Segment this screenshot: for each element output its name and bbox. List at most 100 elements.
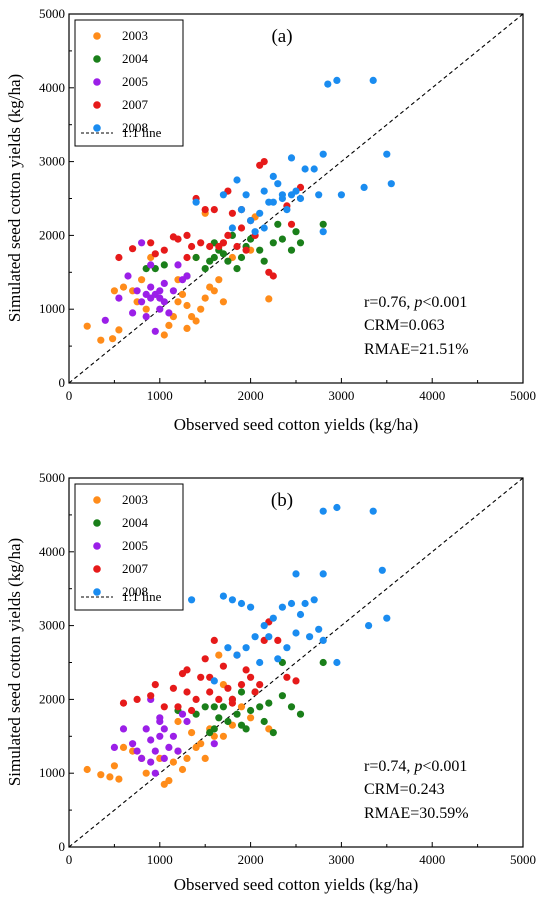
data-point-2007 [219,662,227,670]
data-point-2008 [233,651,241,659]
data-point-2003 [110,287,118,295]
data-point-2003 [106,773,114,781]
legend-label-2004: 2004 [122,515,149,530]
data-point-2007 [269,272,277,280]
legend-marker-2004 [93,55,101,63]
data-point-2007 [197,239,205,247]
data-point-2004 [233,710,241,718]
x-tick-label: 0 [66,852,73,867]
data-point-2008 [260,187,268,195]
data-point-2008 [260,622,268,630]
data-point-2004 [201,265,209,273]
data-point-2008 [315,191,323,199]
legend-marker-2008 [93,588,101,596]
data-point-2007 [242,666,250,674]
data-point-2004 [296,239,305,247]
data-point-2003 [174,717,182,726]
x-tick-label: 2000 [238,388,264,403]
x-tick-label: 2000 [238,852,264,867]
data-point-2007 [256,681,264,689]
data-point-2008 [278,191,286,199]
y-tick-label: 3000 [39,618,65,633]
data-point-2008 [237,599,246,608]
data-point-2004 [201,703,209,711]
data-point-2005 [129,740,137,748]
data-point-2007 [251,688,259,696]
data-point-2003 [201,754,209,762]
data-point-2008 [296,194,305,203]
data-point-2003 [115,775,123,783]
data-point-2008 [260,224,268,232]
data-point-2005 [110,743,118,751]
x-tick-label: 0 [66,388,73,403]
y-tick-label: 1000 [39,765,65,780]
data-point-2008 [306,633,314,641]
data-point-2007 [224,231,232,239]
data-point-2004 [274,220,282,228]
data-points [83,76,395,344]
data-point-2008 [274,655,282,663]
data-point-2003 [265,295,273,303]
data-point-2007 [197,673,205,681]
legend-line-label: 1:1 line [122,125,162,140]
data-point-2004 [242,725,250,733]
data-point-2008 [283,206,291,214]
data-point-2008 [319,150,327,158]
data-point-2004 [210,725,218,733]
y-tick-label: 1000 [39,301,65,316]
x-axis-title: Observed seed cotton yields (kg/ha) [174,875,419,894]
data-point-2003 [138,276,146,284]
data-point-2004 [265,699,273,707]
data-point-2008 [292,629,300,637]
data-point-2005 [133,747,141,755]
data-point-2005 [133,287,141,295]
data-point-2003 [183,324,191,332]
data-point-2007 [292,677,300,685]
data-point-2007 [119,699,128,707]
data-point-2005 [169,732,177,740]
plot-area: 0 1000 2000 3000 4000 5000 0 1000 2000 3000 4000 5… [39,470,536,867]
data-point-2008 [319,507,327,515]
data-point-2008 [387,180,395,188]
data-point-2003 [110,762,118,770]
data-point-2008 [228,596,236,604]
data-point-2003 [215,651,223,659]
data-point-2005 [147,283,155,291]
data-point-2005 [151,747,159,755]
data-point-2007 [133,695,141,703]
data-point-2005 [142,725,150,733]
data-point-2007 [228,209,236,217]
data-point-2005 [156,287,164,295]
data-point-2007 [188,242,196,251]
data-point-2008 [219,592,227,600]
data-point-2005 [156,714,164,722]
data-point-2008 [319,636,327,644]
data-point-2008 [251,633,259,641]
stat-rmae: RMAE=21.51% [364,341,469,358]
data-point-2005 [210,740,218,748]
x-tick-label: 4000 [419,852,445,867]
panel-label: (b) [271,490,293,511]
y-axis-title: Simulated seed cotton yields (kg/ha) [5,74,24,322]
data-point-2004 [224,257,232,265]
data-point-2008 [337,191,345,199]
data-point-2003 [83,322,91,330]
data-point-2005 [151,769,159,777]
data-point-2004 [319,220,327,228]
data-point-2005 [138,298,146,306]
x-tick-label: 1000 [147,388,173,403]
data-point-2005 [156,732,164,740]
data-point-2005 [160,725,168,733]
data-point-2008 [247,603,255,611]
stat-r: r=0.76, p<0.001 [364,294,467,311]
data-point-2003 [109,335,117,343]
data-point-2005 [142,313,150,321]
data-point-2003 [188,313,196,321]
data-point-2007 [151,250,159,258]
data-point-2008 [287,599,296,608]
data-points [83,503,391,788]
legend-marker-2005 [93,78,101,86]
y-axis: 0 1000 2000 3000 4000 5000 [39,470,74,854]
data-point-2005 [160,279,168,287]
data-point-2005 [183,717,191,726]
